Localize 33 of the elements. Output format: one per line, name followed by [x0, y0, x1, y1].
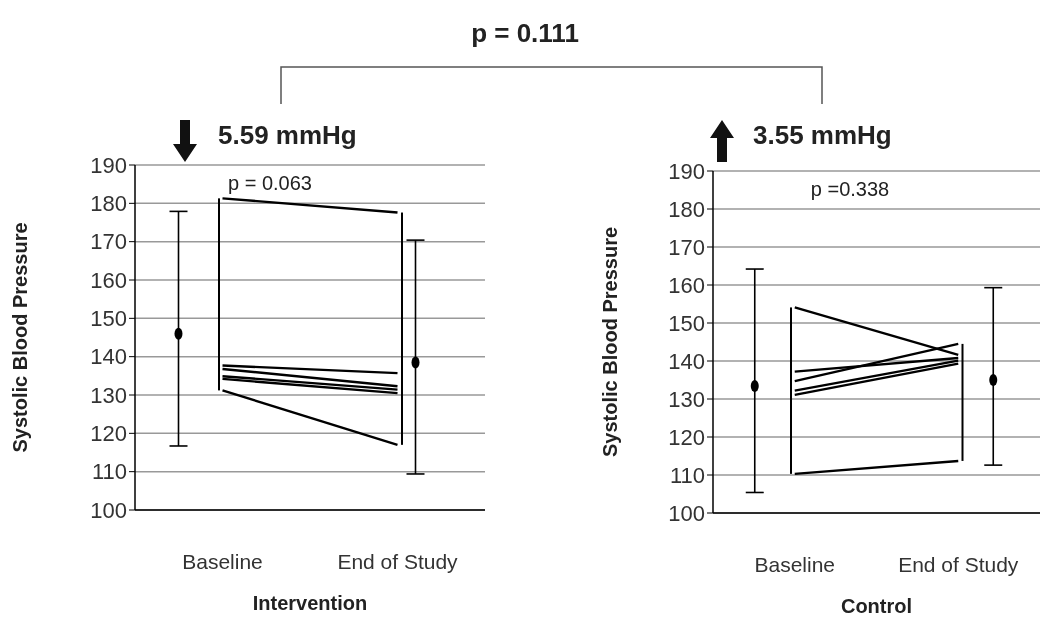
x-axis-title: Intervention — [252, 592, 368, 614]
x-tick-label: End of Study — [337, 549, 459, 573]
annotation: p =0.338 — [810, 178, 890, 201]
x-tick-label: Baseline — [182, 549, 263, 573]
y-tick-label: 180 — [668, 196, 705, 222]
y-tick-label: 170 — [668, 234, 705, 260]
y-tick-label: 130 — [668, 386, 705, 412]
y-tick-label: 160 — [90, 267, 127, 293]
y-tick-label: 100 — [90, 497, 127, 523]
y-tick-label: 120 — [90, 421, 127, 447]
text: 3.55 mmHg — [753, 120, 892, 151]
annotation: p = 0.063 — [228, 172, 312, 195]
y-tick-label: 180 — [90, 191, 127, 217]
y-tick-label: 110 — [669, 462, 705, 488]
y-axis-title: Systolic Blood Pressure — [9, 222, 32, 453]
y-tick-label: 140 — [90, 344, 127, 370]
text: p = 0.111 — [471, 18, 579, 49]
y-tick-label: 190 — [90, 152, 127, 178]
y-tick-label: 110 — [91, 459, 127, 485]
x-tick-label: Baseline — [754, 552, 836, 576]
y-tick-label: 150 — [668, 310, 705, 336]
y-tick-label: 190 — [668, 158, 705, 184]
text: 5.59 mmHg — [218, 120, 357, 151]
x-tick-label: End of Study — [898, 552, 1019, 576]
y-tick-label: 150 — [90, 306, 127, 332]
y-axis-title: Systolic Blood Pressure — [599, 226, 622, 458]
y-tick-label: 130 — [90, 382, 127, 408]
y-tick-label: 100 — [668, 500, 705, 526]
x-axis-title: Control — [840, 595, 913, 617]
y-tick-label: 170 — [90, 229, 127, 255]
y-tick-label: 160 — [668, 272, 705, 298]
y-tick-label: 120 — [668, 424, 705, 450]
y-tick-label: 140 — [668, 348, 705, 374]
